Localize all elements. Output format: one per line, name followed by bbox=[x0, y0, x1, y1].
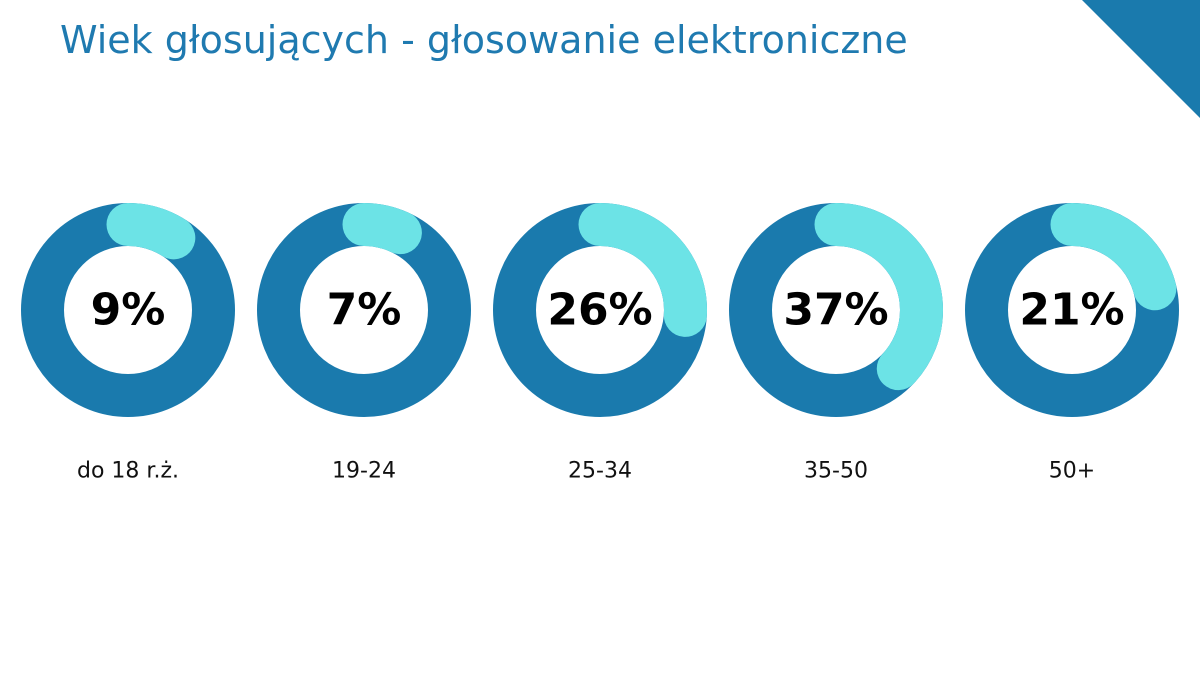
value-label: 7% bbox=[327, 285, 402, 336]
donut-arc bbox=[21, 203, 235, 417]
category-label: 50+ bbox=[1049, 459, 1095, 484]
donut-arc bbox=[257, 203, 471, 417]
value-label: 21% bbox=[1019, 285, 1124, 336]
value-label: 26% bbox=[547, 285, 652, 336]
chart-title: Wiek głosujących - głosowanie elektronic… bbox=[60, 18, 908, 62]
corner-decoration bbox=[1082, 0, 1200, 118]
donut-arc bbox=[965, 203, 1179, 417]
category-label: 35-50 bbox=[804, 459, 868, 484]
donut-arc bbox=[493, 203, 707, 417]
category-label: do 18 r.ż. bbox=[77, 459, 179, 484]
category-label: 25-34 bbox=[568, 459, 632, 484]
donut-arc bbox=[729, 203, 943, 417]
category-label: 19-24 bbox=[332, 459, 396, 484]
value-label: 9% bbox=[91, 285, 166, 336]
value-label: 37% bbox=[783, 285, 888, 336]
